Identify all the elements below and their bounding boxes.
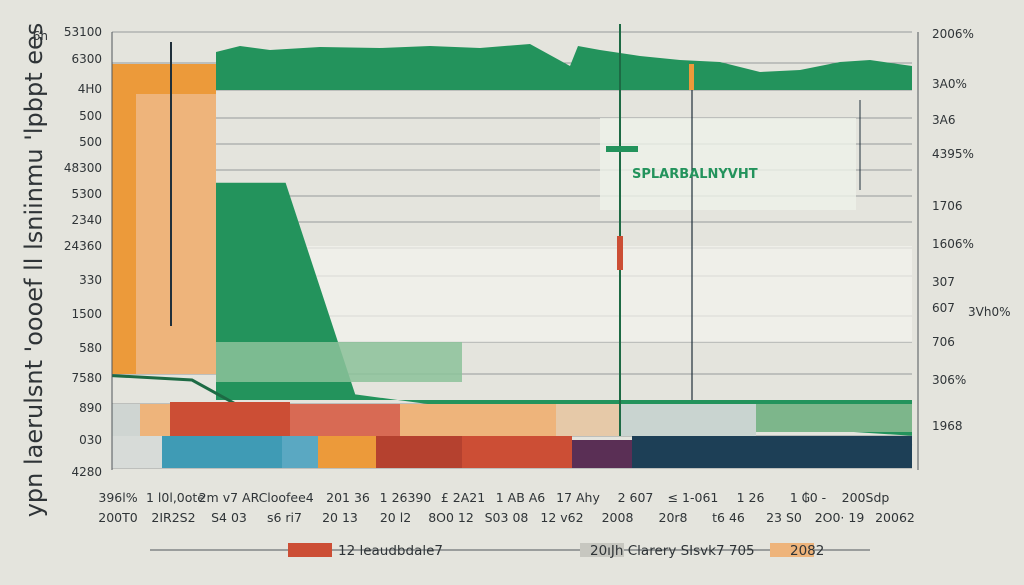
bottom-bar-12 bbox=[376, 436, 462, 468]
annotation-dash bbox=[606, 146, 638, 152]
x-tick-top-0: 396l% bbox=[98, 490, 137, 505]
legend-swatch-0 bbox=[288, 543, 332, 557]
orange-marker bbox=[689, 64, 694, 90]
right-tick-10: 1968 bbox=[932, 419, 963, 433]
bottom-bar-4 bbox=[400, 404, 560, 436]
x-tick-bottom-14: 20062 bbox=[875, 510, 915, 525]
bottom-bar-1 bbox=[140, 404, 170, 436]
x-tick-bottom-10: 20r8 bbox=[659, 510, 688, 525]
left-tick-9: 24360 bbox=[64, 239, 102, 253]
left-tick-2: 6300 bbox=[71, 52, 102, 66]
x-tick-bottom-11: t6 46 bbox=[712, 510, 745, 525]
right-tick-1: 3A0% bbox=[932, 77, 967, 91]
left-tick-12: 580 bbox=[79, 341, 102, 355]
annotation-label: SPLARBALNYVHT bbox=[632, 167, 758, 182]
left-tick-11: 1500 bbox=[71, 307, 102, 321]
x-tick-bottom-7: S03 08 bbox=[485, 510, 529, 525]
x-tick-top-4: 201 36 bbox=[326, 490, 370, 505]
left-tick-16: 4280 bbox=[71, 465, 102, 479]
bottom-bar-3 bbox=[290, 404, 410, 436]
x-tick-bottom-9: 2008 bbox=[602, 510, 634, 525]
x-tick-top-12: 1 ₲0 - bbox=[790, 490, 826, 505]
bottom-bar-10 bbox=[282, 436, 318, 468]
legend-label-0: 12 leaudbdale7 bbox=[338, 543, 443, 559]
bottom-bar-13 bbox=[462, 436, 572, 468]
bottom-bar-6 bbox=[620, 404, 756, 436]
x-tick-top-13: 200Sdp bbox=[842, 490, 890, 505]
x-tick-bottom-12: 23 S0 bbox=[766, 510, 802, 525]
left-tick-10: 330 bbox=[79, 273, 102, 287]
left-tick-3: 4H0 bbox=[78, 82, 102, 96]
right-tick-5: 1606% bbox=[932, 237, 974, 251]
left-tick-4: 500 bbox=[79, 109, 102, 123]
x-tick-bottom-2: S4 03 bbox=[211, 510, 247, 525]
legend-swatch-2 bbox=[770, 543, 814, 557]
green-top-band bbox=[216, 44, 912, 90]
x-tick-top-9: 2 607 bbox=[618, 490, 654, 505]
bottom-bar-5 bbox=[556, 404, 620, 436]
x-tick-top-1: 1 l0l,0ote bbox=[146, 490, 205, 505]
x-tick-top-7: 1 AB A6 bbox=[496, 490, 546, 505]
right-tick-4: 1706 bbox=[932, 199, 963, 213]
left-tick-6: 48300 bbox=[64, 161, 102, 175]
legend: 12 leaudbdale7 20ıJh Clarery SIsvk7 705 20… bbox=[150, 543, 870, 559]
x-tick-bottom-0: 200T0 bbox=[98, 510, 137, 525]
x-tick-top-2: 2m v7 ARC bbox=[199, 490, 268, 505]
x-tick-bottom-5: 20 l2 bbox=[380, 510, 411, 525]
left-tick-5: 500 bbox=[79, 135, 102, 149]
bottom-bar-9 bbox=[162, 436, 282, 468]
x-tick-bottom-13: 2O0· 19 bbox=[815, 510, 865, 525]
x-tick-top-11: 1 26 bbox=[737, 490, 765, 505]
right-tick-7: 607 bbox=[932, 301, 955, 315]
left-tick-14: 890 bbox=[79, 401, 102, 415]
right-tick-0: 2006% bbox=[932, 27, 974, 41]
bottom-bar-8 bbox=[112, 436, 162, 468]
plot-area: SPLARBALNYVHT bbox=[111, 24, 913, 469]
left-axis-label: ypn laerulsnt 'oooef ll lsniinmu 'lpbpt … bbox=[20, 23, 48, 518]
light-orange-column bbox=[136, 94, 216, 374]
right-outer-label: 3Vh0% bbox=[968, 305, 1011, 319]
left-tick-1: 53100 bbox=[64, 25, 102, 39]
x-tick-top-3: loofee4 bbox=[267, 490, 314, 505]
x-tick-bottom-8: 12 v62 bbox=[540, 510, 583, 525]
right-tick-3: 4395% bbox=[932, 147, 974, 161]
bottom-bar-15 bbox=[632, 436, 912, 468]
right-tick-6: 307 bbox=[932, 275, 955, 289]
right-tick-2: 3A6 bbox=[932, 113, 955, 127]
legend-label-2: 2082 bbox=[790, 543, 824, 559]
legend-label-1: 20ıJh Clarery SIsvk7 705 bbox=[590, 543, 755, 559]
legend-swatch-1 bbox=[580, 543, 624, 557]
light-green-block bbox=[216, 342, 462, 382]
bottom-bar-2 bbox=[170, 402, 290, 436]
x-tick-top-10: ≤ 1-061 bbox=[668, 490, 719, 505]
left-tick-0: 6h bbox=[33, 29, 48, 43]
red-marker bbox=[617, 236, 623, 270]
right-tick-9: 306% bbox=[932, 373, 966, 387]
bottom-bar-7 bbox=[756, 404, 912, 432]
x-tick-top-5: 1 26390 bbox=[380, 490, 432, 505]
left-tick-15: 030 bbox=[79, 433, 102, 447]
left-tick-8: 2340 bbox=[71, 213, 102, 227]
x-tick-bottom-3: s6 ri7 bbox=[267, 510, 302, 525]
bottom-bar-0 bbox=[112, 404, 142, 436]
bottom-bar-11 bbox=[318, 436, 376, 468]
x-tick-bottom-4: 20 13 bbox=[322, 510, 358, 525]
axes: 6h 53100 6300 4H0 500 500 48300 5300 2340 24360 33… bbox=[20, 23, 1011, 525]
bottom-bar-14 bbox=[572, 440, 632, 468]
x-tick-bottom-1: 2IR2S2 bbox=[151, 510, 195, 525]
right-tick-8: 706 bbox=[932, 335, 955, 349]
x-tick-top-6: £ 2A21 bbox=[441, 490, 485, 505]
x-tick-top-8: 17 Ahy bbox=[556, 490, 600, 505]
left-tick-7: 5300 bbox=[71, 187, 102, 201]
left-tick-13: 7580 bbox=[71, 371, 102, 385]
x-tick-bottom-6: 8O0 12 bbox=[428, 510, 474, 525]
annotation-panel bbox=[600, 118, 856, 210]
